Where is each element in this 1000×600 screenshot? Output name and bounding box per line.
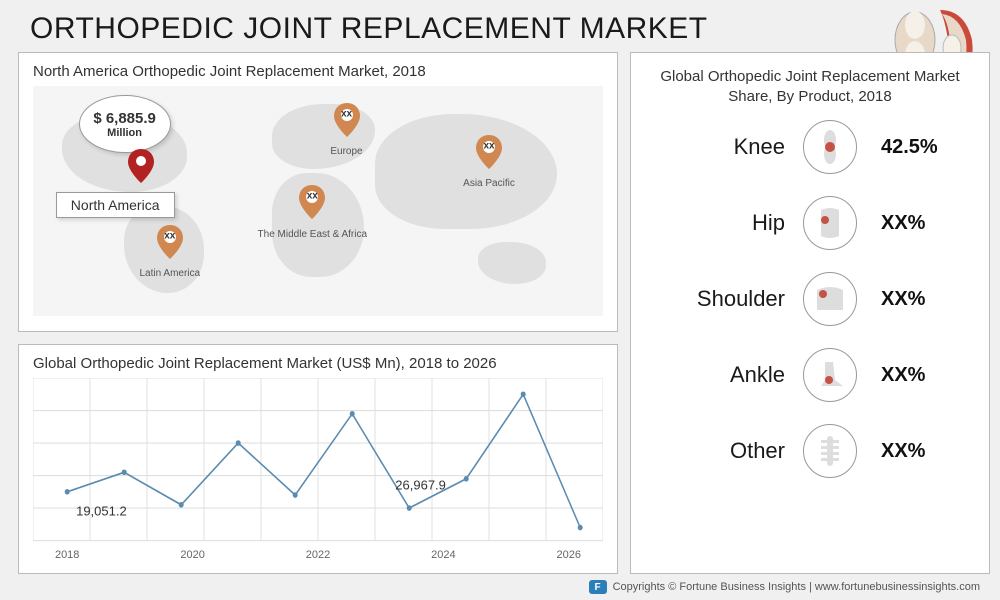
- page-title: ORTHOPEDIC JOINT REPLACEMENT MARKET: [30, 12, 708, 46]
- x-tick: 2024: [431, 549, 455, 561]
- share-value: XX%: [881, 288, 961, 311]
- pin-tag: xx: [483, 140, 494, 151]
- share-row: Ankle XX%: [659, 348, 961, 402]
- share-row: Shoulder XX%: [659, 272, 961, 326]
- share-value: XX%: [881, 364, 961, 387]
- line-chart-title: Global Orthopedic Joint Replacement Mark…: [33, 355, 603, 372]
- pin-label: Latin America: [140, 268, 201, 279]
- share-row: Hip XX%: [659, 196, 961, 250]
- na-value: $ 6,885.9: [93, 110, 156, 127]
- share-value: XX%: [881, 440, 961, 463]
- pin-label: Asia Pacific: [463, 178, 515, 189]
- share-name: Shoulder: [659, 286, 785, 312]
- na-value-bubble: $ 6,885.9 Million: [79, 95, 171, 153]
- share-name: Knee: [659, 134, 785, 160]
- footer-logo-icon: F: [589, 580, 607, 594]
- body-part-icon: [803, 120, 857, 174]
- share-value: XX%: [881, 212, 961, 235]
- pin-label: The Middle East & Africa: [258, 229, 368, 240]
- line-chart: 2018 2020 2022 2024 2026 19,051.2 26,967.9: [33, 378, 603, 563]
- chart-value-label: 19,051.2: [76, 504, 127, 519]
- map-panel: North America Orthopedic Joint Replaceme…: [18, 52, 618, 332]
- body-part-icon: [803, 424, 857, 478]
- footer-text: Copyrights © Fortune Business Insights |…: [613, 581, 980, 593]
- x-tick: 2026: [557, 549, 581, 561]
- map-pin-na: [128, 149, 154, 183]
- pin-label: Europe: [330, 146, 362, 157]
- share-name: Ankle: [659, 362, 785, 388]
- body-part-icon: [803, 272, 857, 326]
- pin-tag: xx: [341, 108, 352, 119]
- body-part-icon: [803, 348, 857, 402]
- body-part-icon: [803, 196, 857, 250]
- pin-tag: xx: [307, 191, 318, 202]
- share-row: Other XX%: [659, 424, 961, 478]
- x-tick: 2020: [180, 549, 204, 561]
- line-chart-panel: Global Orthopedic Joint Replacement Mark…: [18, 344, 618, 574]
- map-title: North America Orthopedic Joint Replaceme…: [33, 63, 603, 80]
- product-share-list: Knee 42.5% Hip XX% Shoulder XX% Ankle XX% Other X…: [651, 120, 969, 478]
- share-row: Knee 42.5%: [659, 120, 961, 174]
- pin-tag: xx: [164, 230, 175, 241]
- na-name-box: North America: [56, 192, 175, 218]
- share-name: Other: [659, 438, 785, 464]
- product-share-title: Global Orthopedic Joint Replacement Mark…: [651, 67, 969, 106]
- share-value: 42.5%: [881, 136, 961, 159]
- world-map: $ 6,885.9 Million North America xx Latin …: [33, 86, 603, 316]
- x-tick: 2018: [55, 549, 79, 561]
- na-unit: Million: [107, 127, 142, 139]
- chart-value-label: 26,967.9: [395, 478, 446, 493]
- footer: F Copyrights © Fortune Business Insights…: [589, 580, 980, 594]
- product-share-panel: Global Orthopedic Joint Replacement Mark…: [630, 52, 990, 574]
- header: ORTHOPEDIC JOINT REPLACEMENT MARKET: [0, 0, 1000, 52]
- x-tick: 2022: [306, 549, 330, 561]
- share-name: Hip: [659, 210, 785, 236]
